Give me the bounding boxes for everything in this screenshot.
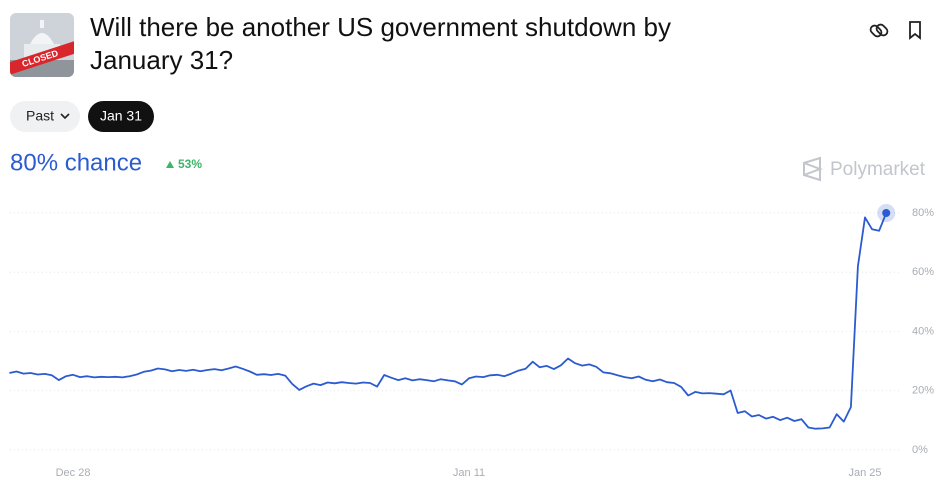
title: Will there be another US government shut… [90, 12, 671, 42]
brand: Polymarket [830, 159, 926, 180]
market-image: CLOSED [10, 13, 74, 77]
up-arrow [166, 161, 174, 168]
link-icon[interactable] [869, 23, 889, 38]
x-tick-label: Jan 25 [848, 467, 881, 479]
price-line [9, 212, 888, 430]
bookmark-icon[interactable] [909, 21, 921, 40]
title: January 31? [90, 45, 233, 75]
change: 53% [178, 157, 202, 171]
y-tick-label: 60% [912, 266, 934, 278]
filter-past[interactable] [10, 101, 80, 132]
filter-label: Jan 31 [100, 108, 142, 124]
filter-label: Past [26, 108, 54, 124]
chance: 80% chance [10, 149, 142, 176]
x-tick-label: Dec 28 [56, 467, 91, 479]
x-tick-label: Jan 11 [453, 467, 485, 479]
end-dot [882, 209, 891, 217]
brand-logo [803, 156, 823, 182]
y-tick-label: 0% [912, 444, 928, 456]
filter-jan31[interactable] [88, 101, 154, 132]
y-tick-label: 80% [912, 207, 934, 219]
y-tick-label: 20% [912, 385, 934, 397]
y-tick-label: 40% [912, 325, 934, 337]
chevron [60, 113, 70, 120]
